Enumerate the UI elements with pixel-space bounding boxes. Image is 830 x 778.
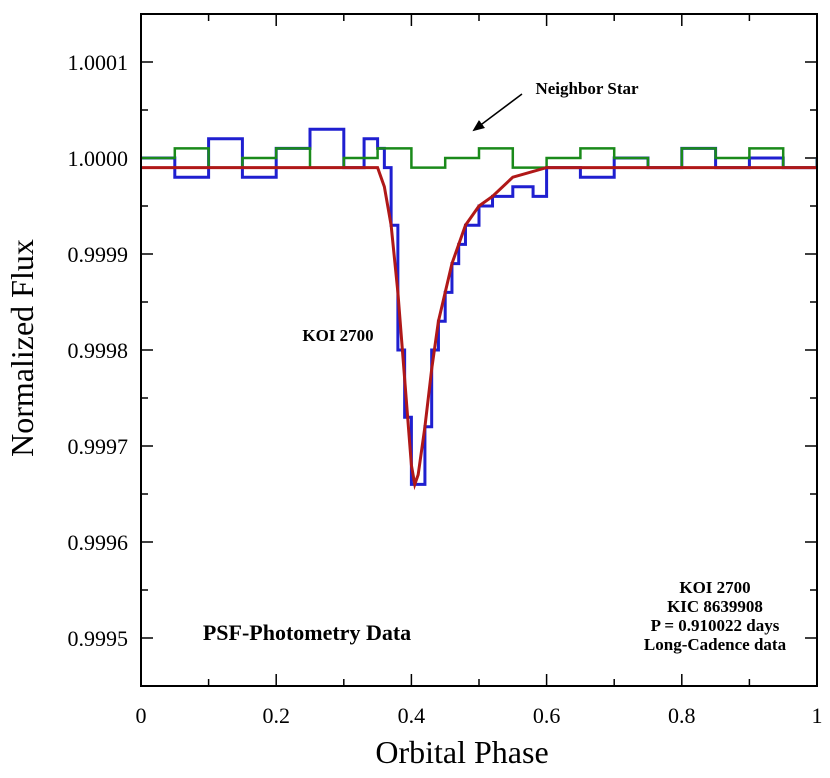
- x-axis-title: Orbital Phase: [375, 734, 548, 770]
- y-tick-label: 1.0000: [68, 146, 129, 171]
- y-tick-label: 0.9998: [68, 338, 129, 363]
- neighbor-star-flux-series: [141, 147, 817, 169]
- info-line: KIC 8639908: [667, 597, 763, 616]
- info-line: Long-Cadence data: [644, 635, 787, 654]
- neighbor-star-label: Neighbor Star: [535, 79, 639, 98]
- x-tick-label: 0.2: [262, 703, 290, 728]
- koi2700-flux-series: [141, 127, 817, 486]
- y-tick-label: 0.9996: [68, 530, 129, 555]
- info-line: KOI 2700: [679, 578, 750, 597]
- psf-photometry-label: PSF-Photometry Data: [203, 620, 411, 645]
- y-tick-label: 0.9997: [68, 434, 129, 459]
- y-axis-title: Normalized Flux: [4, 239, 40, 457]
- x-tick-label: 0.8: [668, 703, 696, 728]
- x-tick-label: 0.4: [398, 703, 426, 728]
- y-tick-label: 0.9995: [68, 626, 129, 651]
- x-tick-label: 0.6: [533, 703, 561, 728]
- info-line: P = 0.910022 days: [651, 616, 780, 635]
- y-tick-label: 1.0001: [68, 50, 129, 75]
- koi-2700-label: KOI 2700: [302, 326, 373, 345]
- y-tick-labels: 0.9995 0.9996 0.9997 0.9998 0.9999 1.0000 1.00…: [68, 50, 129, 651]
- x-tick-label: 0: [136, 703, 147, 728]
- y-tick-label: 0.9999: [68, 242, 129, 267]
- neighbor-star-arrow: [472, 93, 523, 132]
- info-box: KOI 2700 KIC 8639908 P = 0.910022 days L…: [644, 578, 787, 654]
- x-tick-label: 1: [812, 703, 823, 728]
- transit-model-curve: [141, 166, 817, 491]
- x-tick-labels: 0 0.2 0.4 0.6 0.8 1: [136, 703, 823, 728]
- plot-frame: [140, 13, 818, 687]
